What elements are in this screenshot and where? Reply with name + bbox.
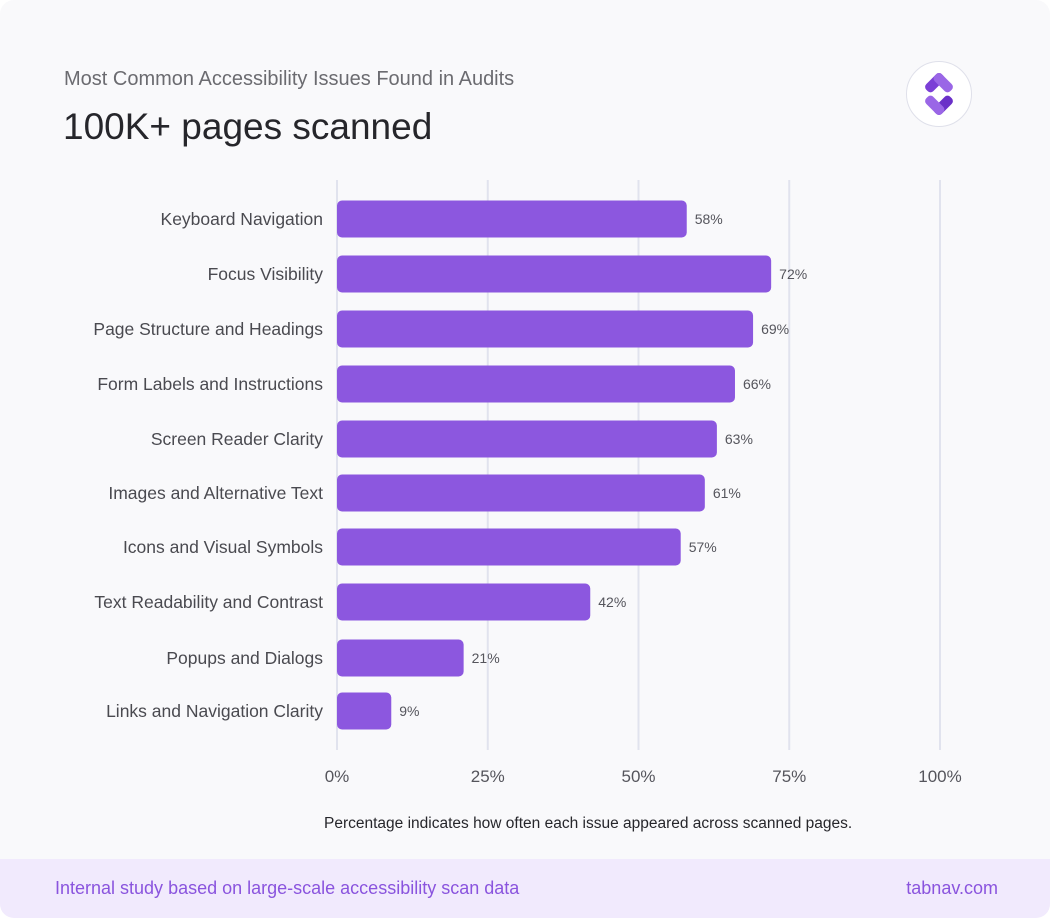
x-tick-label: 100% (918, 767, 961, 786)
tabnav-logo-icon (906, 61, 972, 127)
footer: Internal study based on large-scale acce… (0, 859, 1050, 918)
category-label: Screen Reader Clarity (151, 429, 323, 449)
data-label: 58% (695, 211, 723, 227)
x-tick-label: 75% (772, 767, 806, 786)
bar (337, 692, 392, 730)
chart-subtitle: Most Common Accessibility Issues Found i… (64, 68, 515, 90)
data-label: 69% (761, 321, 789, 337)
category-label: Form Labels and Instructions (97, 374, 323, 394)
data-label: 42% (598, 594, 626, 610)
data-label: 57% (689, 539, 717, 555)
category-label: Popups and Dialogs (166, 648, 323, 668)
x-tick-label: 50% (621, 767, 655, 786)
bar (337, 639, 464, 677)
category-label: Keyboard Navigation (161, 209, 323, 229)
category-label: Images and Alternative Text (108, 483, 323, 503)
data-label: 61% (713, 485, 741, 501)
bar (337, 200, 687, 238)
footer-site-link[interactable]: tabnav.com (906, 878, 998, 898)
chart-title: 100K+ pages scanned (63, 106, 433, 147)
bar (337, 255, 772, 293)
data-label: 72% (779, 266, 807, 282)
bar (337, 365, 735, 403)
category-label: Icons and Visual Symbols (123, 537, 323, 557)
bar (337, 474, 705, 512)
x-tick-label: 0% (325, 767, 350, 786)
category-label: Focus Visibility (208, 264, 324, 284)
category-label: Links and Navigation Clarity (106, 701, 323, 721)
data-label: 66% (743, 376, 771, 392)
category-label: Text Readability and Contrast (94, 592, 323, 612)
data-label: 9% (399, 703, 419, 719)
bar (337, 310, 754, 348)
bar-chart: 0% 25% 50% 75% 100% Keyboard Navigation 58% Fo… (93, 180, 962, 786)
chart-note: Percentage indicates how often each issu… (324, 815, 853, 832)
data-label: 63% (725, 431, 753, 447)
bar (337, 420, 717, 458)
data-label: 21% (472, 650, 500, 666)
bar (337, 528, 681, 566)
x-tick-label: 25% (471, 767, 505, 786)
bar (337, 583, 591, 621)
category-label: Page Structure and Headings (93, 319, 323, 339)
footer-source: Internal study based on large-scale acce… (55, 878, 520, 898)
